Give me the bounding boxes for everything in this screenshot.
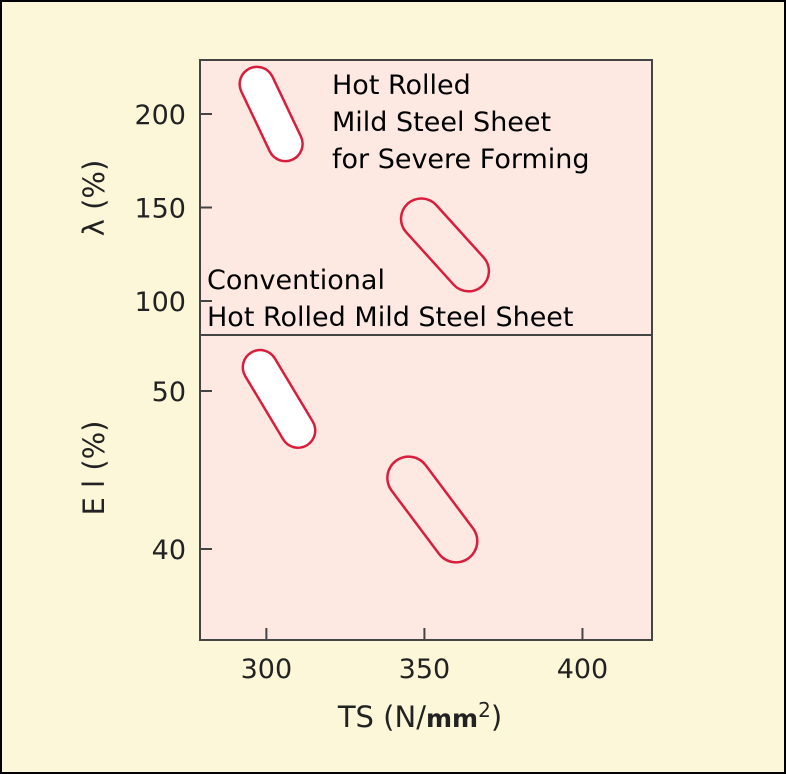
- y-axis-title-elongation: E l (%): [77, 420, 111, 515]
- lambda-y-tick-label-100: 100: [134, 287, 186, 318]
- annotation-severe-line-3: for Severe Forming: [332, 144, 590, 175]
- elongation-y-tick-label-40: 40: [152, 535, 186, 566]
- elongation-y-tick-label-50: 50: [152, 377, 186, 408]
- annotation-severe-line-1: Hot Rolled: [332, 70, 471, 101]
- annotation-severe-line-2: Mild Steel Sheet: [332, 107, 551, 138]
- x-axis-title-close: ): [491, 700, 502, 734]
- x-tick-label-350: 350: [399, 654, 451, 685]
- lambda-y-tick-label-150: 150: [134, 194, 186, 225]
- x-tick-label-300: 300: [241, 654, 293, 685]
- x-axis-title-unit: mm: [426, 704, 478, 733]
- lambda-region-1-fill: [402, 199, 488, 291]
- lambda-y-tick-label-200: 200: [134, 100, 186, 131]
- annotation-conventional-line-1: Conventional: [207, 265, 385, 296]
- x-axis-title: TS (N/mm2): [337, 698, 502, 734]
- x-axis-title-main: TS (N/: [337, 700, 426, 734]
- x-axis-title-sup: 2: [478, 698, 491, 722]
- lambda-region-0-fill: [240, 68, 302, 160]
- elongation-region-0-fill: [244, 351, 314, 447]
- annotation-conventional-line-2: Hot Rolled Mild Steel Sheet: [207, 302, 574, 333]
- elongation-region-1-fill: [388, 457, 477, 562]
- y-axis-title-lambda: λ (%): [77, 160, 111, 237]
- x-tick-label-400: 400: [557, 654, 609, 685]
